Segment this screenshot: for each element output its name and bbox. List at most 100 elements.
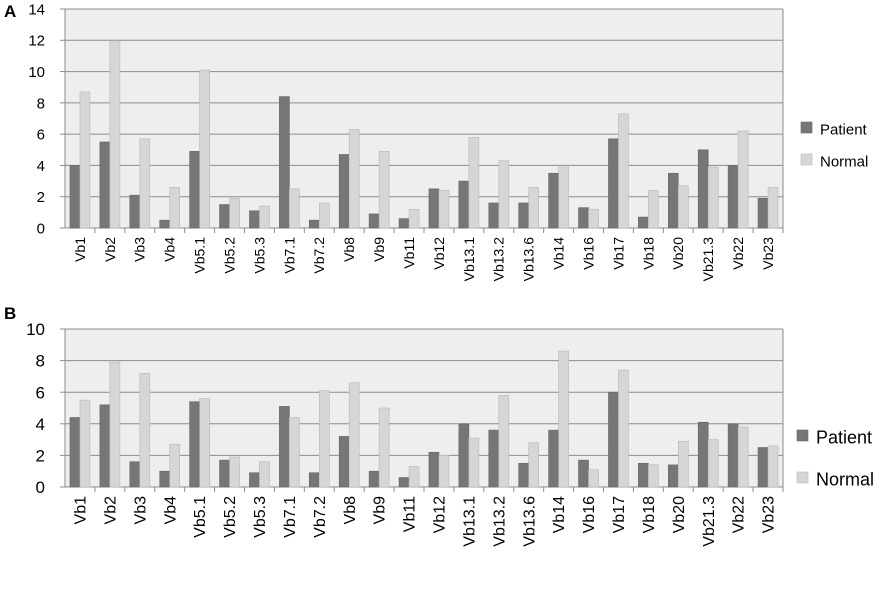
bar-normal	[438, 455, 450, 488]
bar-patient	[99, 404, 111, 488]
bar-patient	[159, 470, 171, 488]
y-tick-label: 2	[37, 189, 45, 206]
legend-label-normal: Normal	[820, 153, 868, 170]
bar-patient	[638, 462, 649, 488]
bar-patient	[219, 459, 230, 488]
x-tick-label: Vb2	[102, 496, 119, 525]
x-tick-label: Vb23	[760, 237, 776, 270]
legend-swatch-patient	[796, 429, 809, 442]
x-tick-label: Vb8	[341, 237, 357, 262]
bar-normal	[767, 187, 779, 229]
y-tick-label: 8	[37, 95, 45, 112]
bar-patient	[249, 210, 260, 229]
bar-patient	[518, 462, 530, 488]
x-tick-label: Vb13.6	[521, 496, 538, 547]
bar-patient	[548, 429, 559, 488]
bar-patient	[458, 423, 470, 488]
bar-normal	[169, 444, 181, 488]
y-tick-label: 10	[28, 64, 45, 81]
bar-normal	[378, 151, 390, 229]
bar-normal	[259, 205, 270, 229]
x-tick-label: Vb7.1	[281, 237, 297, 274]
bar-patient	[338, 436, 350, 488]
y-tick-label: 14	[28, 1, 45, 18]
bar-normal	[528, 442, 540, 488]
bar-patient	[69, 165, 81, 229]
bar-patient	[608, 391, 619, 488]
bar-normal	[528, 187, 540, 229]
y-tick-label: 8	[36, 352, 45, 371]
x-tick-label: Vb5.2	[221, 237, 237, 274]
legend-label-patient: Patient	[816, 427, 872, 447]
plot-area	[65, 9, 783, 228]
bar-normal	[558, 350, 569, 488]
bar-normal	[707, 439, 719, 488]
bar-normal	[109, 41, 121, 229]
y-tick-label: 6	[37, 127, 45, 144]
x-tick-label: Vb14	[551, 237, 567, 270]
bar-normal	[468, 437, 480, 488]
x-tick-label: Vb18	[640, 237, 656, 270]
bar-normal	[677, 185, 689, 229]
bar-normal	[289, 417, 300, 488]
bar-normal	[348, 382, 360, 488]
bar-patient	[159, 219, 171, 229]
x-tick-label: Vb9	[372, 496, 389, 525]
x-tick-label: Vb11	[401, 237, 417, 269]
bar-patient	[189, 151, 200, 229]
bar-normal	[498, 395, 510, 488]
x-tick-label: Vb5.3	[251, 237, 267, 274]
bar-normal	[408, 208, 420, 229]
x-tick-label: Vb5.1	[192, 496, 209, 538]
bar-normal	[289, 188, 300, 229]
bar-patient	[99, 141, 111, 229]
bar-normal	[618, 369, 629, 488]
x-tick-label: Vb22	[731, 496, 748, 533]
bar-normal	[318, 390, 330, 488]
y-tick-label: 0	[37, 220, 45, 237]
y-tick-label: 12	[28, 33, 45, 50]
x-tick-label: Vb17	[611, 496, 628, 533]
bar-patient	[697, 149, 709, 229]
bar-patient	[428, 451, 440, 488]
y-tick-label: 10	[26, 320, 45, 339]
x-tick-label: Vb13.1	[461, 496, 478, 547]
legend-swatch-normal	[796, 471, 809, 484]
bar-normal	[618, 113, 629, 229]
x-tick-label: Vb4	[162, 237, 178, 262]
bar-patient	[458, 180, 470, 229]
bar-patient	[488, 429, 500, 488]
bar-normal	[79, 91, 91, 229]
bar-normal	[707, 166, 719, 229]
bar-patient	[667, 464, 679, 488]
bar-patient	[608, 138, 619, 229]
bar-patient	[249, 472, 260, 488]
bar-patient	[398, 477, 410, 488]
x-tick-label: Vb16	[581, 496, 598, 533]
bar-patient	[518, 202, 530, 229]
bar-patient	[129, 194, 141, 229]
bar-normal	[468, 136, 480, 229]
x-tick-label: Vb17	[610, 237, 626, 270]
bar-patient	[368, 470, 380, 488]
x-tick-label: Vb7.2	[311, 237, 327, 274]
legend-swatch-patient	[800, 121, 813, 134]
bar-normal	[139, 138, 151, 229]
x-tick-label: Vb2	[102, 237, 118, 262]
bar-patient	[727, 165, 739, 229]
bar-patient	[308, 219, 320, 229]
y-tick-label: 6	[36, 383, 45, 402]
x-tick-label: Vb20	[670, 237, 686, 270]
bar-patient	[308, 472, 320, 488]
bar-normal	[648, 190, 659, 229]
x-tick-label: Vb5.3	[252, 496, 269, 538]
x-tick-label: Vb8	[342, 496, 359, 525]
y-tick-label: 4	[36, 415, 45, 434]
bar-normal	[588, 469, 599, 488]
x-tick-label: Vb11	[402, 496, 419, 532]
bar-patient	[368, 213, 380, 229]
bar-normal	[378, 407, 390, 488]
x-tick-label: Vb13.2	[491, 237, 507, 282]
